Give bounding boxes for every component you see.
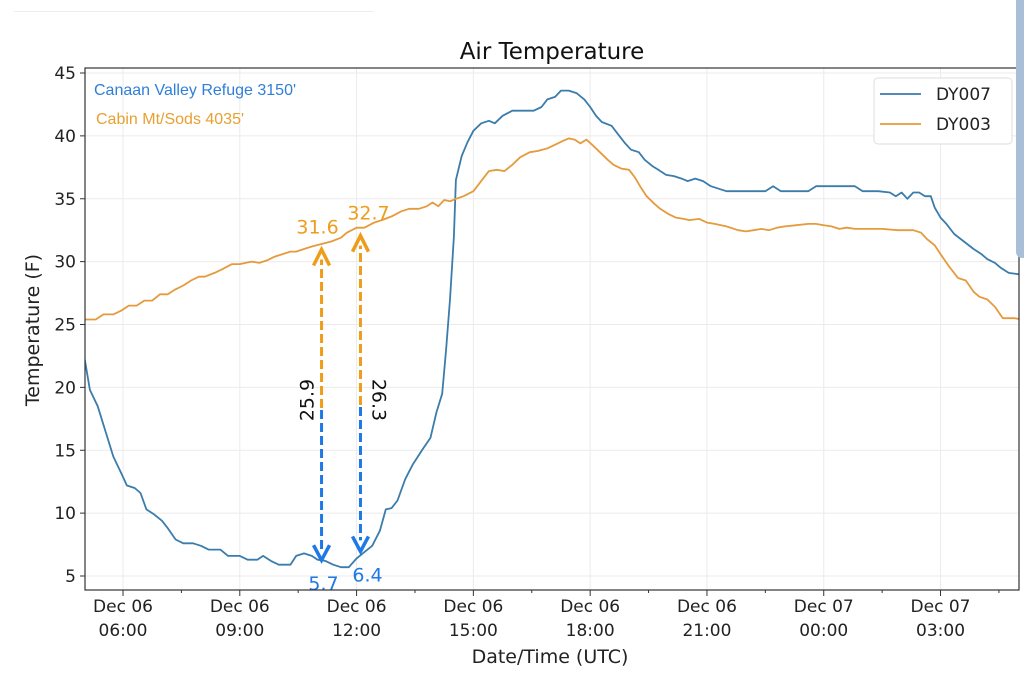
x-tick-label-date: Dec 06 (327, 597, 387, 617)
legend-label-dy003: DY003 (936, 115, 991, 135)
side-scroll-handle[interactable] (1016, 0, 1024, 258)
series-line-dy003 (85, 137, 1019, 321)
x-axis: Dec 06 06:00 Dec 06 09:00 Dec 06 12:00 Dec 06 1… (93, 590, 1000, 641)
x-tick-label-date: Dec 06 (93, 597, 153, 617)
x-tick-label-time: 12:00 (332, 621, 381, 641)
plot-area (85, 89, 1019, 569)
down-arrowhead-icon (311, 544, 332, 564)
x-tick-label-date: Dec 06 (443, 597, 503, 617)
x-tick-label-date: Dec 07 (911, 597, 971, 617)
y-tick-label: 30 (54, 253, 76, 273)
top-divider (14, 11, 374, 12)
y-tick-label: 45 (54, 64, 76, 84)
down-arrowhead-icon (350, 535, 371, 556)
x-tick-label-time: 21:00 (682, 621, 731, 641)
y-axis-title: Temperature (F) (22, 254, 44, 407)
difference-label: 26.3 (367, 379, 389, 421)
y-tick-label: 20 (54, 378, 76, 398)
x-tick-label-time: 09:00 (215, 621, 264, 641)
y-tick-label: 25 (54, 316, 76, 336)
site-label-cabin-mt: Cabin Mt/Sods 4035' (96, 111, 244, 128)
x-tick-label-time: 18:00 (566, 621, 615, 641)
x-tick-label-date: Dec 06 (560, 597, 620, 617)
x-tick-label-date: Dec 07 (794, 597, 854, 617)
y-tick-label: 10 (54, 504, 76, 524)
y-tick-label: 35 (54, 190, 76, 210)
low-value-label: 5.7 (308, 573, 338, 595)
x-axis-title: Date/Time (UTC) (472, 646, 629, 668)
y-axis: 5 10 15 20 25 30 35 40 45 (54, 64, 85, 587)
x-tick-label-time: 03:00 (916, 621, 965, 641)
legend-label-dy007: DY007 (936, 85, 991, 105)
x-tick-label-time: 00:00 (799, 621, 848, 641)
legend: DY007 DY003 (873, 77, 1013, 145)
up-arrowhead-icon (311, 245, 332, 267)
y-tick-label: 15 (54, 441, 76, 461)
site-label-canaan-valley: Canaan Valley Refuge 3150' (94, 82, 296, 99)
low-value-label: 6.4 (352, 564, 382, 586)
x-tick-label-date: Dec 06 (210, 597, 270, 617)
axes-frame (84, 67, 1020, 591)
high-value-label: 32.7 (347, 203, 389, 225)
y-tick-label: 40 (54, 127, 76, 147)
grid-lines (85, 68, 1019, 590)
x-tick-label-time: 06:00 (99, 621, 148, 641)
series-line-dy007 (85, 89, 1019, 569)
high-value-label: 31.6 (296, 217, 338, 239)
chart-title: Air Temperature (460, 39, 645, 65)
difference-label: 25.9 (297, 379, 319, 421)
x-tick-label-date: Dec 06 (677, 597, 737, 617)
up-arrowhead-icon (350, 231, 371, 253)
y-tick-label: 5 (65, 567, 76, 587)
x-tick-label-time: 15:00 (449, 621, 498, 641)
